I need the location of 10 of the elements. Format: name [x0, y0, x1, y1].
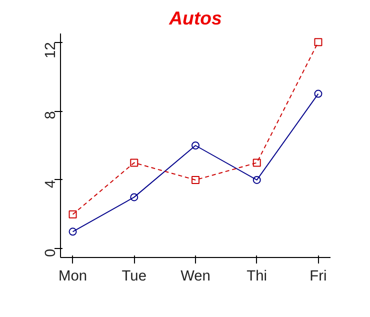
x-tick-label: Fri [310, 268, 327, 284]
y-tick-label: 0 [43, 248, 59, 258]
x-tick-label: Wen [180, 268, 210, 284]
chart-title: Autos [168, 8, 222, 28]
x-tick-label: Thi [246, 268, 268, 284]
y-tick-label: 12 [43, 42, 59, 58]
y-tick-label: 8 [43, 111, 59, 120]
x-tick-label: Mon [58, 268, 88, 284]
y-tick-label: 4 [43, 180, 59, 188]
x-tick-label: Tue [122, 268, 146, 284]
